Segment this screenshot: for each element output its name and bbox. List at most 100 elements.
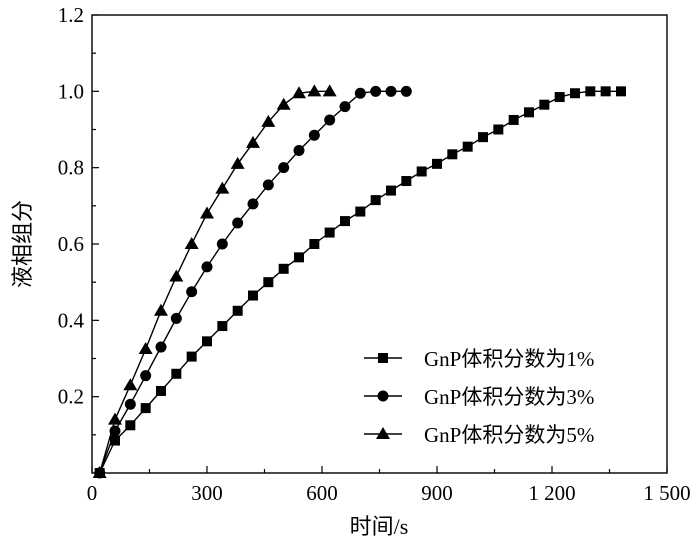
y-tick-label: 0.8 bbox=[58, 156, 84, 180]
data-point-square bbox=[140, 403, 151, 414]
data-point-triangle bbox=[322, 84, 337, 97]
data-point-circle bbox=[278, 162, 290, 174]
y-tick-label: 1.0 bbox=[58, 79, 84, 103]
series-layer bbox=[92, 84, 626, 479]
x-tick-label: 900 bbox=[421, 481, 453, 505]
legend-entry-1pct: GnP体积分数为1% bbox=[364, 347, 594, 371]
data-point-square bbox=[554, 92, 565, 103]
legend: GnP体积分数为1% GnP体积分数为3% GnP体积分数为5% bbox=[364, 347, 594, 447]
y-tick-label: 0.4 bbox=[58, 308, 85, 332]
data-point-square bbox=[278, 263, 289, 274]
data-point-circle bbox=[308, 129, 320, 141]
data-point-triangle bbox=[200, 206, 214, 219]
data-point-triangle bbox=[108, 412, 122, 425]
legend-entry-5pct: GnP体积分数为5% bbox=[364, 423, 594, 447]
data-point-circle bbox=[354, 87, 366, 99]
x-tick-label: 1 200 bbox=[528, 481, 575, 505]
data-point-circle bbox=[216, 238, 228, 250]
data-point-circle bbox=[400, 85, 412, 97]
data-point-circle bbox=[140, 370, 152, 382]
series-line bbox=[99, 90, 407, 474]
data-point-square bbox=[355, 206, 366, 217]
data-point-square bbox=[524, 107, 534, 118]
data-point-circle bbox=[247, 198, 259, 210]
data-point-square bbox=[370, 195, 381, 206]
data-point-square bbox=[616, 86, 626, 97]
data-point-circle bbox=[155, 341, 167, 353]
data-point-square bbox=[432, 158, 442, 169]
data-point-triangle bbox=[138, 341, 153, 354]
data-point-circle bbox=[293, 144, 305, 156]
data-point-square bbox=[202, 336, 212, 347]
data-point-square bbox=[171, 368, 182, 379]
data-point-square bbox=[478, 132, 488, 143]
y-axis-label: 液相组分 bbox=[10, 200, 35, 288]
data-point-triangle bbox=[230, 156, 245, 169]
y-tick-label: 1.2 bbox=[58, 3, 84, 27]
data-point-circle bbox=[370, 85, 382, 97]
data-point-square bbox=[401, 176, 412, 187]
data-point-square bbox=[462, 141, 473, 152]
legend-label-3pct: GnP体积分数为3% bbox=[424, 385, 594, 409]
data-point-square bbox=[416, 166, 427, 177]
data-point-square bbox=[110, 435, 120, 446]
data-point-square bbox=[585, 86, 596, 97]
data-point-circle bbox=[324, 114, 336, 126]
data-point-triangle bbox=[276, 97, 291, 110]
y-tick-label: 0.2 bbox=[58, 385, 84, 409]
data-point-square bbox=[294, 252, 304, 263]
x-tick-label: 300 bbox=[191, 481, 223, 505]
data-point-triangle bbox=[292, 86, 306, 99]
data-point-square bbox=[539, 99, 550, 110]
legend-label-1pct: GnP体积分数为1% bbox=[424, 347, 594, 371]
x-tick-label: 0 bbox=[87, 481, 98, 505]
legend-marker-square bbox=[378, 353, 388, 363]
data-point-triangle bbox=[215, 181, 230, 194]
data-point-square bbox=[447, 149, 458, 160]
data-point-triangle bbox=[92, 466, 107, 478]
data-point-square bbox=[232, 305, 243, 316]
data-point-square bbox=[340, 216, 350, 227]
data-point-triangle bbox=[261, 114, 276, 127]
series-circle bbox=[94, 85, 412, 479]
data-point-circle bbox=[186, 286, 198, 298]
data-point-square bbox=[508, 114, 519, 125]
data-point-square bbox=[600, 86, 611, 97]
data-point-circle bbox=[385, 85, 397, 97]
data-point-circle bbox=[124, 398, 136, 410]
series-triangle bbox=[92, 84, 337, 478]
data-point-triangle bbox=[169, 269, 184, 282]
data-point-square bbox=[248, 290, 258, 301]
data-point-circle bbox=[232, 217, 244, 229]
data-point-square bbox=[186, 351, 197, 362]
x-tick-label: 600 bbox=[306, 481, 338, 505]
data-point-square bbox=[125, 420, 136, 431]
y-tick-label: 0.6 bbox=[58, 232, 84, 256]
data-point-triangle bbox=[154, 303, 168, 316]
data-point-triangle bbox=[123, 378, 138, 391]
data-point-square bbox=[156, 385, 166, 396]
data-point-circle bbox=[170, 312, 182, 324]
data-point-square bbox=[493, 124, 504, 135]
legend-marker-triangle bbox=[376, 427, 390, 439]
legend-marker-circle bbox=[377, 390, 389, 402]
x-axis-label: 时间/s bbox=[350, 514, 409, 539]
data-point-square bbox=[386, 185, 396, 196]
data-point-square bbox=[309, 239, 320, 249]
x-axis-ticks: 0 300 600 900 1 200 1 500 bbox=[87, 466, 691, 505]
data-point-triangle bbox=[184, 237, 199, 249]
data-point-circle bbox=[339, 101, 351, 113]
series-line bbox=[99, 90, 621, 474]
legend-label-5pct: GnP体积分数为5% bbox=[424, 423, 594, 447]
legend-entry-3pct: GnP体积分数为3% bbox=[364, 385, 594, 409]
data-point-square bbox=[217, 321, 228, 332]
data-point-circle bbox=[262, 179, 274, 191]
series-line bbox=[99, 90, 330, 474]
data-point-square bbox=[570, 88, 580, 99]
data-point-triangle bbox=[246, 135, 260, 148]
y-axis-ticks: 0.2 0.4 0.6 0.8 1.0 1.2 bbox=[58, 3, 99, 436]
data-point-triangle bbox=[307, 84, 322, 97]
x-tick-label: 1 500 bbox=[643, 481, 690, 505]
